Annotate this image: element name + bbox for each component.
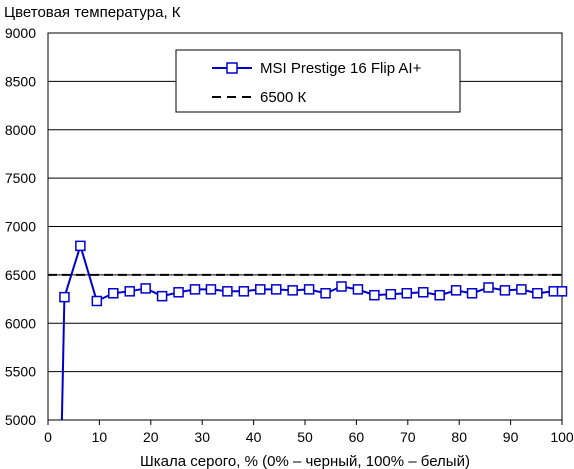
x-tick-label: 60 — [349, 429, 365, 445]
y-tick-labels: 5000 5500 6000 6500 7000 7500 8000 8500 9000 — [5, 25, 36, 428]
data-point-msi — [59, 291, 70, 303]
x-tick-label: 0 — [44, 429, 52, 445]
legend-marker-msi — [226, 62, 238, 74]
data-point-msi — [556, 286, 568, 297]
legend: MSI Prestige 16 Flip AI+ 6500 К — [175, 49, 461, 113]
y-tick-label: 5500 — [5, 364, 36, 380]
plot-frame — [47, 32, 563, 425]
data-point-msi — [320, 288, 331, 299]
data-point-msi — [189, 284, 201, 295]
data-point-msi — [270, 284, 282, 295]
x-tick-label: 10 — [92, 429, 108, 445]
y-tick-label: 7000 — [5, 219, 36, 235]
data-point-msi — [303, 284, 315, 295]
x-tick-labels: 0 10 20 30 40 50 60 70 80 90 100 — [44, 429, 574, 445]
x-tick-label: 70 — [400, 429, 416, 445]
y-tick-label: 8000 — [5, 122, 36, 138]
y-axis-title: Цветовая температура, К — [4, 4, 181, 21]
data-point-msi — [483, 282, 494, 293]
data-point-msi — [499, 285, 511, 296]
x-tick-label: 40 — [246, 429, 262, 445]
data-point-msi — [238, 286, 250, 297]
y-tick-label: 7500 — [5, 170, 36, 186]
data-point-msi — [255, 284, 266, 295]
data-point-msi — [369, 289, 380, 301]
legend-box — [175, 49, 461, 113]
data-point-msi — [352, 284, 364, 295]
x-tick-label: 30 — [194, 429, 210, 445]
data-point-msi — [336, 281, 347, 292]
x-tick-label: 90 — [503, 429, 519, 445]
data-point-msi — [287, 285, 298, 296]
data-point-msi — [173, 287, 184, 298]
data-point-msi — [156, 290, 168, 302]
y-tick-label: 9000 — [5, 25, 36, 41]
data-point-msi — [434, 289, 445, 301]
y-tick-label: 6500 — [5, 267, 36, 283]
y-tick-label: 5000 — [5, 412, 36, 428]
data-point-msi — [91, 295, 103, 307]
x-tick-label: 50 — [297, 429, 313, 445]
data-point-msi — [385, 288, 397, 300]
x-tick-label: 100 — [550, 429, 574, 445]
data-point-msi — [466, 288, 478, 299]
data-point-msi — [75, 240, 86, 252]
x-tick-label: 20 — [143, 429, 159, 445]
data-point-msi — [450, 285, 462, 296]
series-layer — [48, 240, 568, 421]
data-point-msi — [417, 287, 429, 298]
data-point-msi — [205, 284, 217, 295]
data-point-msi — [124, 286, 135, 297]
data-point-msi — [222, 286, 233, 297]
data-point-msi — [401, 288, 413, 299]
data-point-msi — [140, 283, 151, 294]
data-point-msi — [532, 288, 543, 299]
legend-label-msi: MSI Prestige 16 Flip AI+ — [260, 60, 422, 77]
data-point-msi — [516, 284, 527, 295]
x-axis-title: Шкала серого, % (0% – черный, 100% – бел… — [140, 453, 470, 469]
x-tick-label: 80 — [451, 429, 467, 445]
legend-label-6500: 6500 К — [260, 89, 307, 106]
data-point-msi — [108, 288, 119, 299]
y-tick-label: 6000 — [5, 315, 36, 331]
y-tick-label: 8500 — [5, 73, 36, 89]
series-line-msi — [60, 242, 562, 421]
